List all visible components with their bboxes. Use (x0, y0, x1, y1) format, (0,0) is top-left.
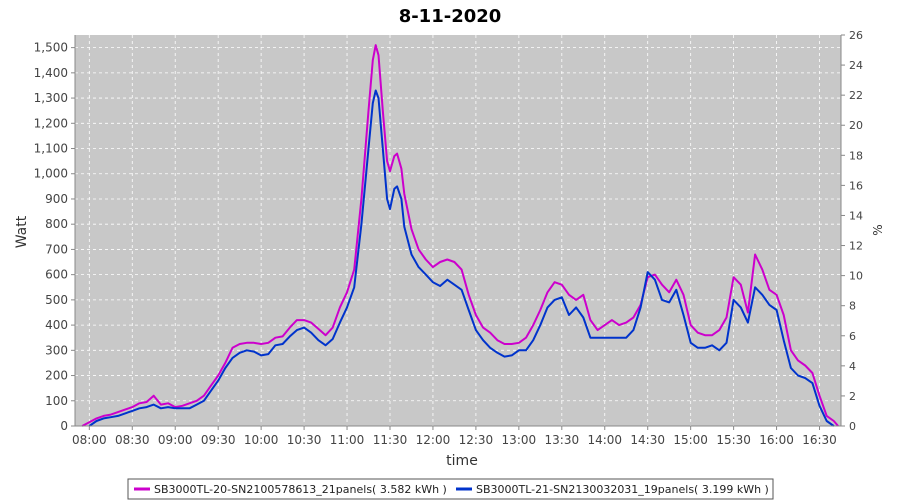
y-tick-label: 500 (45, 293, 68, 307)
legend: SB3000TL-20-SN2100578613_21panels( 3.582… (127, 478, 774, 500)
x-tick-label: 12:30 (459, 433, 494, 447)
y-tick-label: 100 (45, 394, 68, 408)
y-tick-label: 900 (45, 192, 68, 206)
x-tick-label: 10:30 (287, 433, 322, 447)
legend-label-2: SB3000TL-21-SN2130032031_19panels( 3.199… (476, 483, 769, 496)
y2-axis-label: % (871, 224, 885, 235)
y-tick-label: 1,200 (34, 116, 68, 130)
y-tick-label: 800 (45, 217, 68, 231)
x-tick-label: 13:30 (545, 433, 580, 447)
x-tick-label: 08:00 (72, 433, 107, 447)
y2-tick-label: 26 (849, 29, 863, 42)
y-tick-label: 200 (45, 369, 68, 383)
y2-tick-label: 12 (849, 240, 863, 253)
y-tick-label: 300 (45, 343, 68, 357)
y2-tick-label: 16 (849, 179, 863, 192)
y-tick-label: 1,500 (34, 41, 68, 55)
y-axis-label: Watt (14, 215, 30, 248)
legend-label-1: SB3000TL-20-SN2100578613_21panels( 3.582… (154, 483, 447, 496)
x-tick-label: 09:00 (158, 433, 193, 447)
x-tick-label: 13:00 (502, 433, 537, 447)
y2-tick-label: 10 (849, 270, 863, 283)
y-tick-label: 400 (45, 318, 68, 332)
x-tick-label: 14:00 (587, 433, 622, 447)
x-axis-label: time (446, 453, 478, 469)
y-tick-label: 600 (45, 268, 68, 282)
x-tick-label: 08:30 (115, 433, 150, 447)
legend-box (127, 478, 774, 500)
y-tick-label: 700 (45, 242, 68, 256)
x-tick-label: 16:30 (802, 433, 837, 447)
y-tick-label: 1,000 (34, 167, 68, 181)
series-layer (81, 44, 839, 427)
y2-tick-label: 8 (849, 300, 856, 313)
y-tick-label: 1,400 (34, 66, 68, 80)
plot-area (75, 35, 841, 426)
x-tick-label: 09:30 (201, 433, 236, 447)
chart-title: 8-11-2020 (399, 6, 502, 27)
x-tick-label: 15:30 (716, 433, 751, 447)
y2-tick-label: 0 (849, 420, 856, 433)
y2-tick-label: 14 (849, 209, 863, 222)
y2-tick-label: 22 (849, 89, 863, 102)
y2-tick-label: 6 (849, 330, 856, 343)
y2-tick-label: 18 (849, 149, 863, 162)
x-tick-label: 11:00 (330, 433, 365, 447)
y2-tick-label: 4 (849, 360, 856, 373)
y-tick-label: 1,100 (34, 142, 68, 156)
x-tick-label: 11:30 (373, 433, 408, 447)
y-tick-label: 1,300 (34, 91, 68, 105)
series-line-1 (81, 44, 839, 427)
x-tick-label: 16:00 (759, 433, 794, 447)
y-tick-label: 0 (60, 419, 68, 433)
x-tick-label: 15:00 (673, 433, 708, 447)
x-tick-label: 12:00 (416, 433, 451, 447)
y2-tick-label: 20 (849, 119, 863, 132)
series-line-2 (88, 89, 835, 427)
axes: 08:00 08:30 09:00 09:30 10:00 10:30 11:00 11:30… (34, 29, 863, 447)
y2-tick-label: 24 (849, 59, 863, 72)
grid (75, 35, 841, 427)
y2-tick-label: 2 (849, 390, 856, 403)
x-tick-label: 10:00 (244, 433, 279, 447)
x-tick-label: 14:30 (630, 433, 665, 447)
